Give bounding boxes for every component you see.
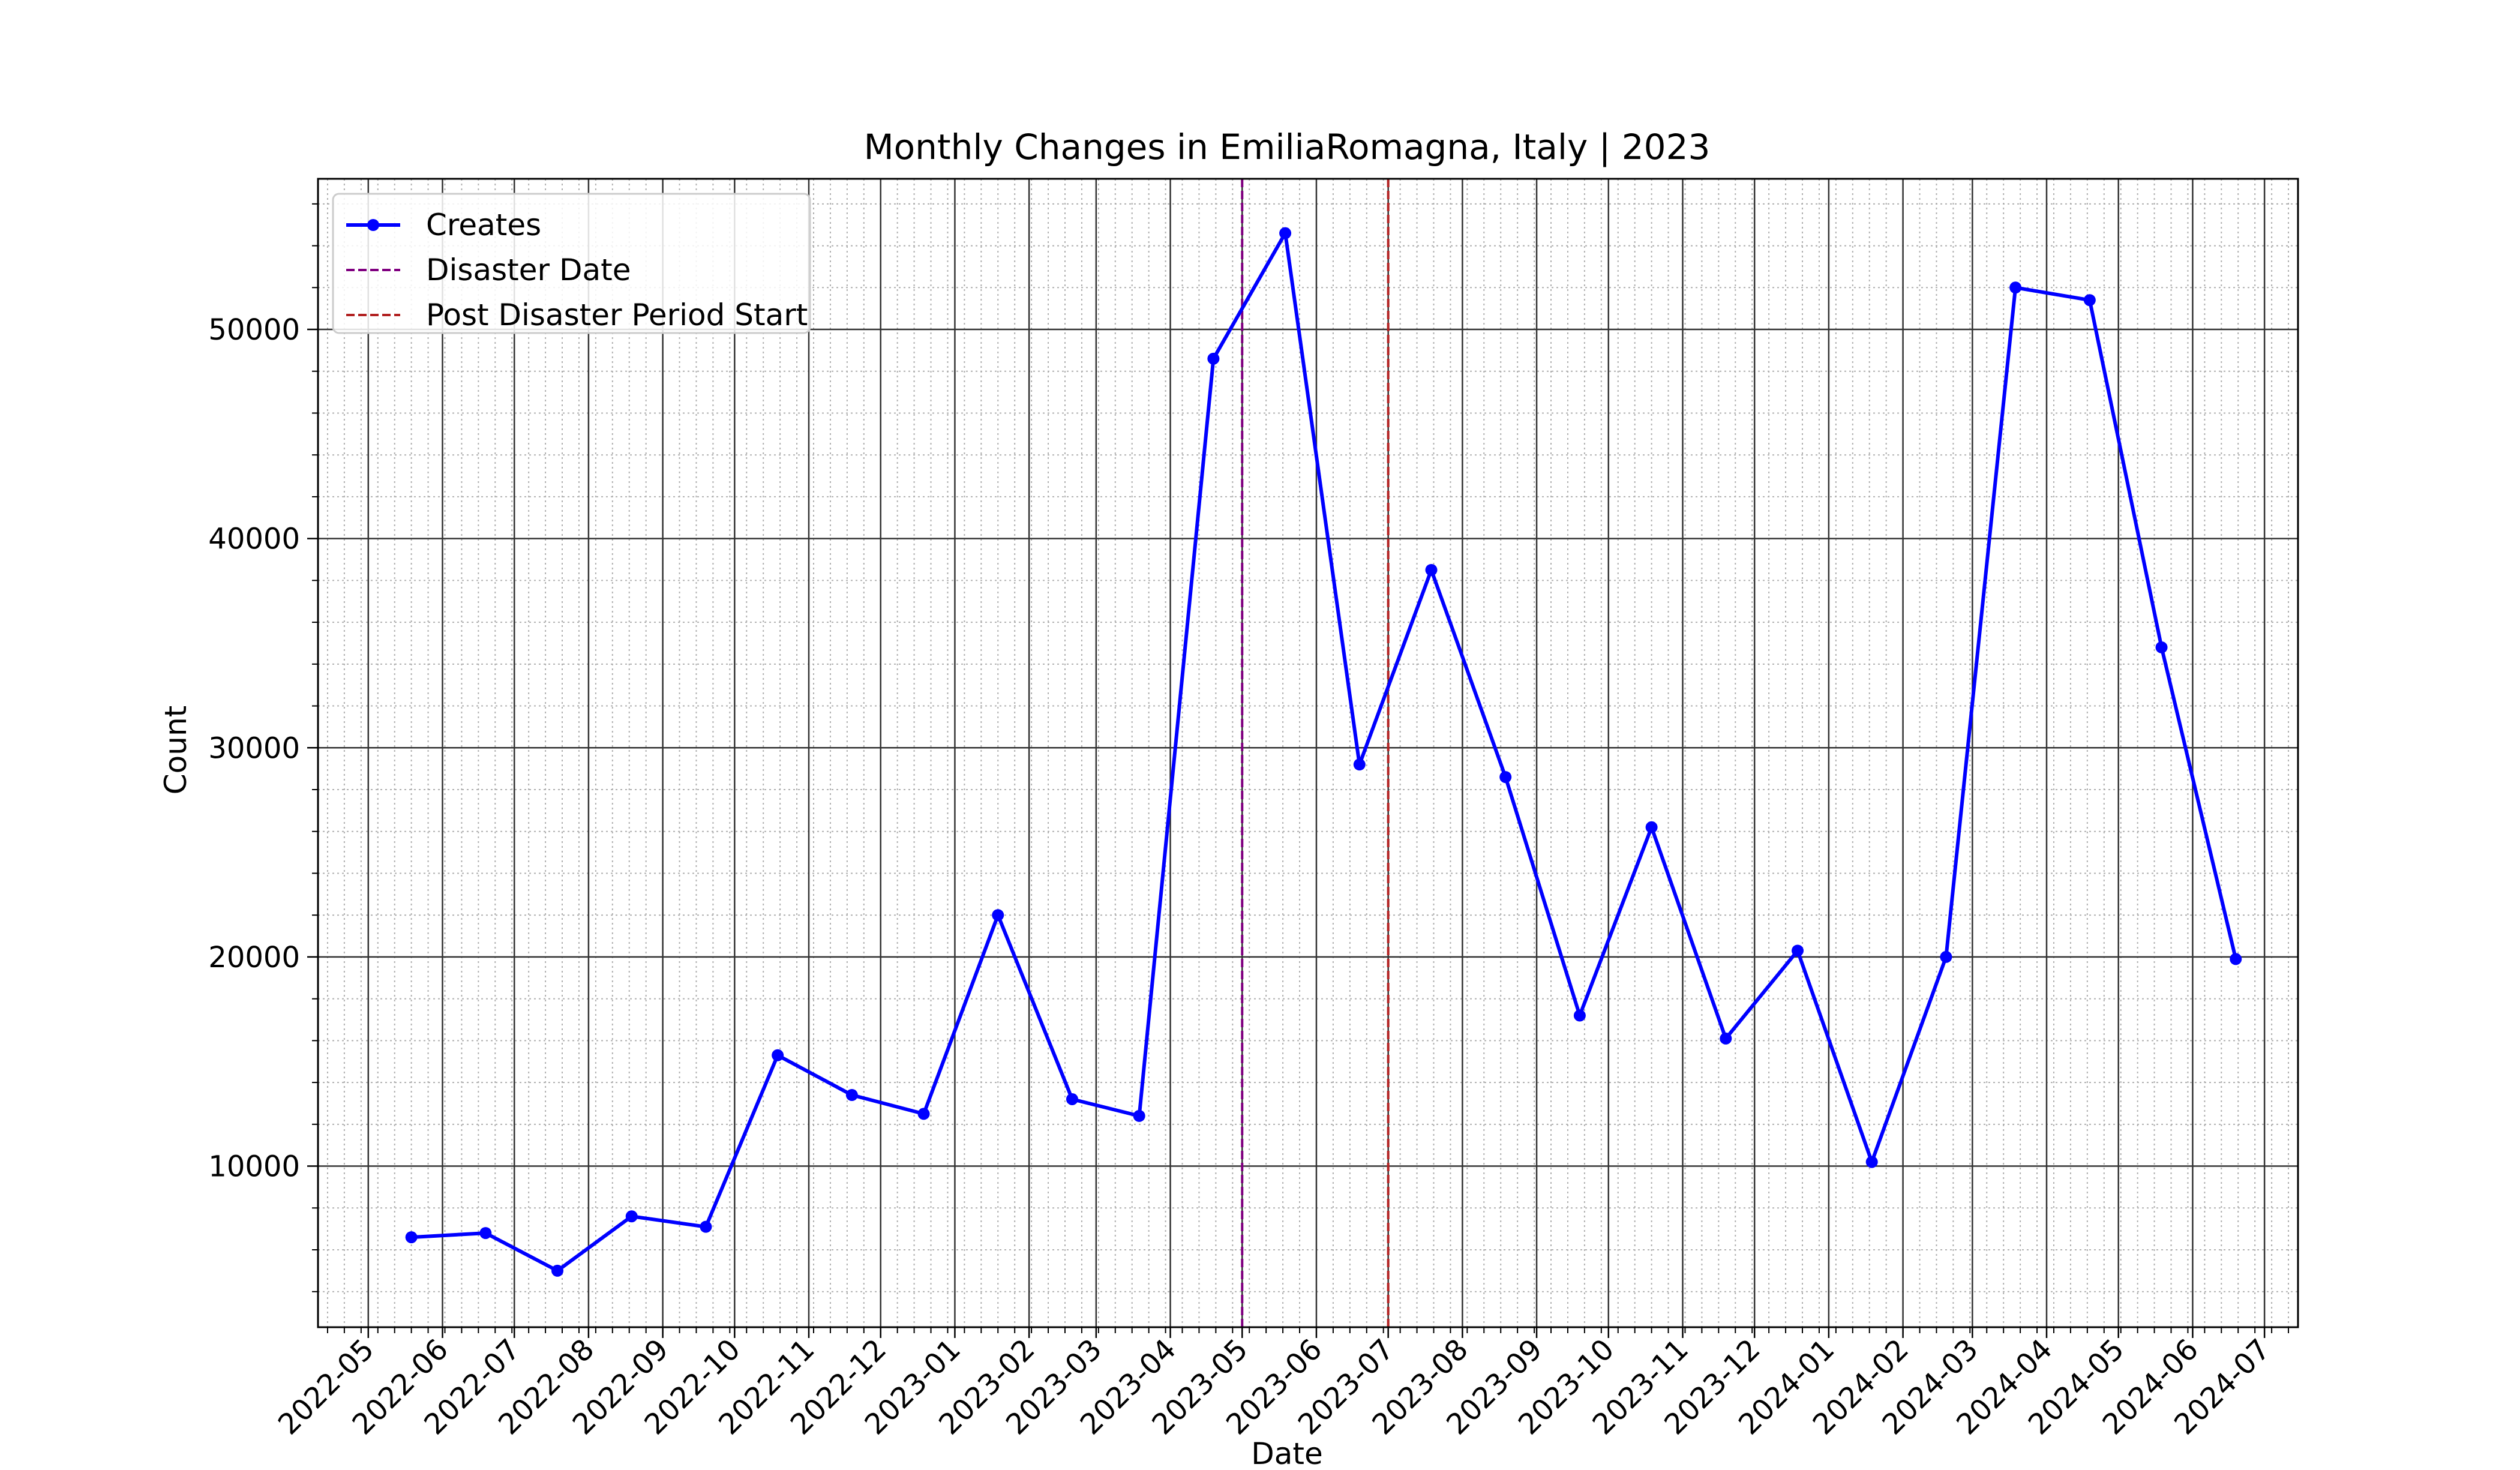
legend: Creates Disaster Date Post Disaster Period… [332, 193, 811, 334]
axes-layer [317, 178, 2299, 1328]
data-point [2230, 953, 2242, 965]
y-tick-label: 50000 [208, 313, 300, 347]
data-point [1066, 1093, 1078, 1105]
data-point [917, 1108, 930, 1120]
data-point [1940, 950, 1952, 963]
y-tick-label: 40000 [208, 523, 300, 556]
data-point [1573, 1009, 1586, 1022]
x-axis-label: Date [1251, 1436, 1323, 1470]
y-tick-label: 30000 [208, 731, 300, 765]
data-point [625, 1210, 638, 1223]
data-point [1279, 227, 1292, 239]
series-layer [405, 227, 2242, 1277]
legend-marker [367, 219, 379, 231]
legend-box [332, 193, 811, 334]
data-point [1133, 1109, 1145, 1122]
major-grid [318, 179, 2298, 1327]
data-point [479, 1227, 492, 1240]
data-point [2083, 294, 2096, 307]
data-point [405, 1231, 418, 1244]
data-point [700, 1220, 712, 1233]
data-point [1499, 771, 1512, 784]
series-line [411, 231, 2238, 1273]
data-point [1865, 1156, 1878, 1168]
data-point [1720, 1032, 1732, 1045]
data-point [2009, 281, 2022, 294]
y-tick-label: 20000 [208, 941, 300, 974]
legend-label: Disaster Date [426, 253, 631, 287]
data-point [1207, 352, 1220, 365]
legend-label: Creates [426, 208, 541, 242]
plot-frame [317, 178, 2299, 1328]
data-point [2155, 641, 2168, 653]
data-point [1792, 944, 1804, 957]
y-tick-label: 10000 [208, 1150, 300, 1184]
chart-title: Monthly Changes in EmiliaRomagna, Italy … [864, 127, 1711, 167]
data-point [551, 1264, 564, 1277]
data-point [1425, 563, 1438, 576]
legend-label: Post Disaster Period Start [426, 298, 808, 332]
data-point [1645, 821, 1658, 833]
y-axis-label: Count [158, 706, 193, 795]
data-point [992, 909, 1004, 922]
data-point [772, 1049, 784, 1061]
data-point [1353, 758, 1366, 771]
data-point [845, 1089, 858, 1102]
